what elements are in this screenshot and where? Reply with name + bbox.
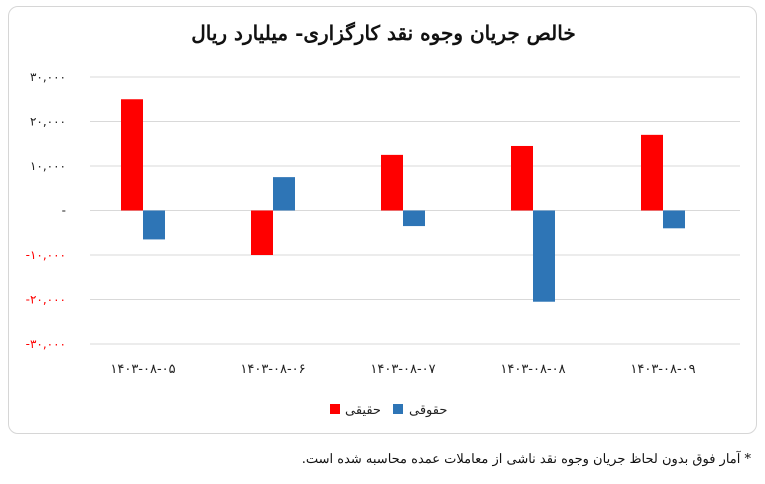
bar-hoghooghi	[663, 210, 685, 229]
chart-plot: ۳۰,۰۰۰ ۲۰,۰۰۰ ۱۰,۰۰۰ - -۱۰,۰۰۰ -۲۰,۰۰۰ -۳۰,۰۰۰…	[26, 70, 740, 418]
bar-haghighi	[641, 134, 663, 211]
y-tick-label: -۱۰,۰۰۰	[26, 248, 66, 262]
footnote: * آمار فوق بدون لحاظ جریان وجوه نقد ناشی…	[301, 452, 751, 467]
bar-hoghooghi	[273, 177, 295, 211]
bar-haghighi	[121, 99, 143, 211]
y-tick-label: ۱۰,۰۰۰	[30, 159, 66, 173]
y-tick-label: -۳۰,۰۰۰	[26, 337, 66, 351]
x-tick-label: ۱۴۰۳-۰۸-۰۸	[500, 362, 565, 377]
x-tick-label: ۱۴۰۳-۰۸-۰۷	[370, 362, 435, 377]
bar-haghighi	[251, 210, 273, 255]
bar-haghighi	[511, 145, 533, 211]
y-tick-label: ۳۰,۰۰۰	[30, 70, 66, 84]
legend-swatch	[330, 404, 340, 414]
y-tick-label: ۲۰,۰۰۰	[30, 115, 66, 129]
bar-hoghooghi	[403, 210, 425, 227]
x-tick-label: ۱۴۰۳-۰۸-۰۵	[110, 362, 175, 377]
chart-title: خالص جریان وجوه نقد کارگزاری- میلیارد ری…	[191, 21, 576, 45]
legend-label: حقوقی	[409, 403, 447, 418]
y-tick-label: -	[62, 204, 66, 218]
bar-hoghooghi	[533, 210, 555, 302]
bar-hoghooghi	[143, 210, 165, 240]
x-tick-label: ۱۴۰۳-۰۸-۰۶	[240, 362, 305, 377]
x-tick-label: ۱۴۰۳-۰۸-۰۹	[630, 362, 695, 377]
bar-haghighi	[381, 154, 403, 211]
y-tick-label: -۲۰,۰۰۰	[26, 293, 66, 307]
legend-swatch	[393, 404, 403, 414]
legend-label: حقیقی	[345, 403, 381, 418]
